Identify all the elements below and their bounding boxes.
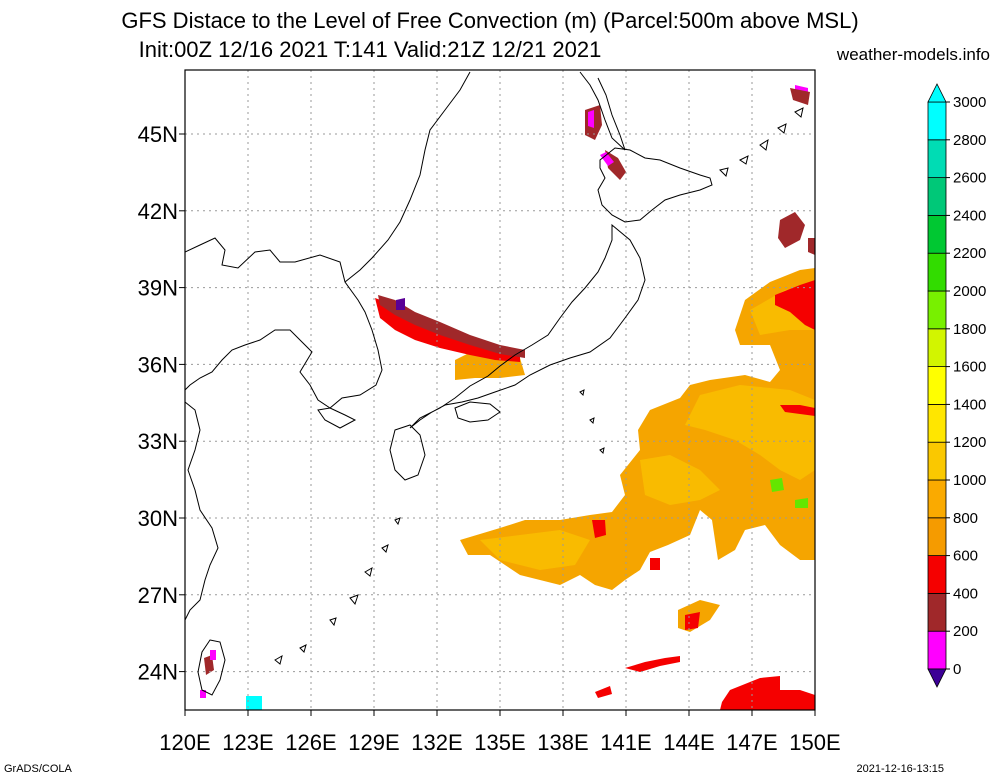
colorbar-box-600-800 xyxy=(927,517,947,556)
colorbar-label-2600: 2600 xyxy=(953,170,986,187)
coast-korea-south xyxy=(317,407,357,429)
lfc-region-hokkaido-magenta xyxy=(588,85,808,166)
coast-kurils xyxy=(719,107,804,177)
colorbar-label-200: 200 xyxy=(953,623,978,640)
coast-izu xyxy=(579,389,605,455)
coast-shikoku xyxy=(454,401,501,423)
colorbar-box-1600-1800 xyxy=(927,328,947,367)
lfc-region-east-lighter xyxy=(480,285,815,570)
colorbar-label-800: 800 xyxy=(953,510,978,527)
lon-tick-label-129E: 129E xyxy=(348,730,399,755)
lfc-region-east xyxy=(460,268,815,590)
map-title: GFS Distace to the Level of Free Convect… xyxy=(121,8,859,33)
coast-ryukyu xyxy=(274,517,401,665)
site-label: weather-models.info xyxy=(836,45,990,64)
lon-tick-label-138E: 138E xyxy=(537,730,588,755)
colorbar-box-0-200 xyxy=(927,630,947,670)
lon-tick-label-123E: 123E xyxy=(222,730,273,755)
lat-tick-label-36N: 36N xyxy=(138,352,178,377)
lfc-region-kuril-brown xyxy=(778,88,815,255)
colorbar-label-1600: 1600 xyxy=(953,359,986,376)
coast-sakhalin xyxy=(579,71,626,151)
coast-honshu xyxy=(409,223,646,429)
colorbar-box-1800-2000 xyxy=(927,290,947,330)
lfc-region-cyan xyxy=(246,696,262,710)
lfc-region-japan-sea-brown xyxy=(378,295,525,358)
lat-tick-label-42N: 42N xyxy=(138,199,178,224)
timestamp-label: 2021-12-16-13:15 xyxy=(856,763,944,775)
lat-tick-label-30N: 30N xyxy=(138,506,178,531)
colorbar-label-3000: 3000 xyxy=(953,94,986,111)
colorbar-box-2600-2800 xyxy=(927,139,947,179)
lat-tick-label-33N: 33N xyxy=(138,429,178,454)
colorbar-box-2400-2600 xyxy=(927,177,947,216)
colorbar-label-2800: 2800 xyxy=(953,132,986,149)
colorbar-box-800-1000 xyxy=(927,479,947,519)
colorbar-label-1000: 1000 xyxy=(953,472,986,489)
colorbar: 0 200 400 600 800 1000 1200 1400 1600 1800 2000 220… xyxy=(927,83,986,688)
lfc-region-purple xyxy=(396,298,405,310)
colorbar-box-200-400 xyxy=(927,593,947,632)
coast-hokkaido xyxy=(597,147,713,223)
lat-tick-label-45N: 45N xyxy=(138,122,178,147)
colorbar-label-0: 0 xyxy=(953,661,961,678)
map-subtitle: Init:00Z 12/16 2021 T:141 Valid:21Z 12/2… xyxy=(138,37,602,62)
lat-tick-label-27N: 27N xyxy=(138,583,178,608)
lat-tick-labels: 24N 27N 30N 33N 36N 39N 42N 45N xyxy=(138,122,185,685)
colorbar-box-1000-1200 xyxy=(927,441,947,481)
colorbar-box-2000-2200 xyxy=(927,252,947,292)
colorbar-label-600: 600 xyxy=(953,548,978,565)
colorbar-box-1200-1400 xyxy=(927,403,947,443)
colorbar-over-triangle xyxy=(927,83,947,103)
lon-tick-label-132E: 132E xyxy=(411,730,462,755)
colorbar-box-2800-3000 xyxy=(927,101,947,141)
lon-tick-label-150E: 150E xyxy=(789,730,840,755)
colorbar-label-400: 400 xyxy=(953,585,978,602)
coastlines xyxy=(185,71,804,696)
lon-tick-label-147E: 147E xyxy=(726,730,777,755)
lon-tick-label-135E: 135E xyxy=(474,730,525,755)
colorbar-under-triangle xyxy=(927,668,947,688)
lat-tick-label-24N: 24N xyxy=(138,660,178,685)
lfc-region-taiwan-magenta xyxy=(200,650,216,698)
colorbar-box-1400-1600 xyxy=(927,366,947,405)
lfc-field xyxy=(200,85,815,710)
colorbar-label-2200: 2200 xyxy=(953,245,986,262)
colorbar-box-400-600 xyxy=(927,555,947,594)
lon-tick-label-120E: 120E xyxy=(159,730,210,755)
lon-tick-label-144E: 144E xyxy=(663,730,714,755)
coast-taiwan xyxy=(197,639,226,696)
lfc-region-green xyxy=(770,478,808,508)
coast-mainland-north xyxy=(344,71,471,283)
lon-tick-label-126E: 126E xyxy=(285,730,336,755)
coast-china-east xyxy=(185,401,219,621)
coast-mainland xyxy=(185,237,383,409)
colorbar-label-1800: 1800 xyxy=(953,321,986,338)
credit-label: GrADS/COLA xyxy=(4,763,72,775)
lat-tick-label-39N: 39N xyxy=(138,276,178,301)
colorbar-label-1200: 1200 xyxy=(953,434,986,451)
lon-tick-label-141E: 141E xyxy=(600,730,651,755)
colorbar-label-2000: 2000 xyxy=(953,283,986,300)
lfc-region-red-south xyxy=(595,656,815,710)
lon-tick-labels: 120E 123E 126E 129E 132E 135E 138E 141E 144E 147E… xyxy=(159,710,841,755)
coast-kyushu xyxy=(389,424,426,481)
lfc-region-hokkaido-brown xyxy=(585,105,626,180)
colorbar-box-2200-2400 xyxy=(927,214,947,254)
colorbar-label-2400: 2400 xyxy=(953,207,986,224)
colorbar-label-1400: 1400 xyxy=(953,396,986,413)
